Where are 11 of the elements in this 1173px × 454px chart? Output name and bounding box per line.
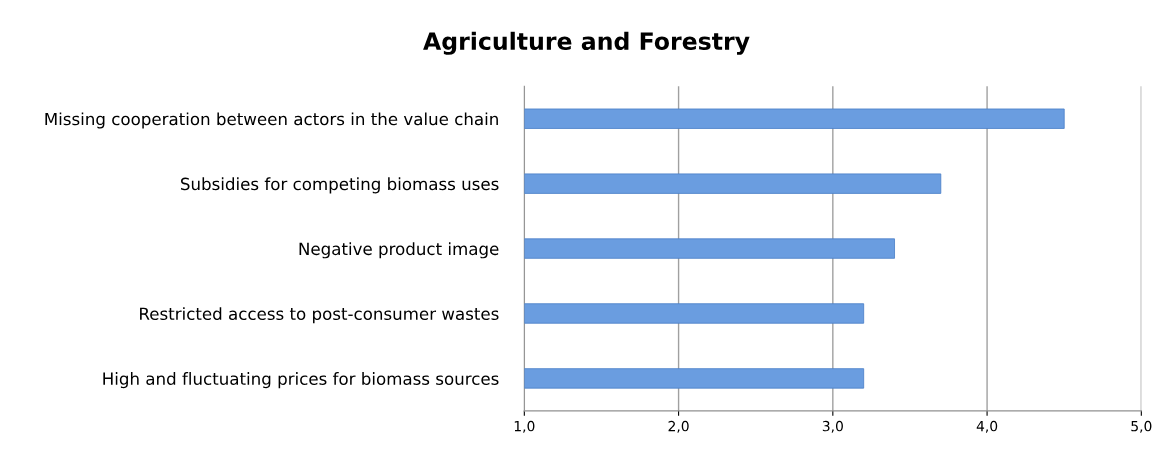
y-tick-label: Missing cooperation between actors in the value chain (45, 112, 498, 129)
x-tick-label: 3,0 (822, 420, 843, 433)
x-tick-label: 4,0 (976, 420, 998, 433)
y-tick-label: Restricted access to post-consumer wastes (140, 307, 499, 324)
y-tick-label: Negative product image (299, 242, 499, 259)
y-tick-label: Subsidies for competing biomass uses (181, 177, 499, 194)
y-tick-label: High and fluctuating prices for biomass sources (103, 372, 499, 389)
x-tick-label: 1,0 (514, 420, 535, 433)
x-tick-label: 2,0 (668, 420, 689, 433)
x-tick-label: 5,0 (1131, 420, 1152, 433)
chart-title: Agriculture and Forestry (423, 31, 750, 55)
